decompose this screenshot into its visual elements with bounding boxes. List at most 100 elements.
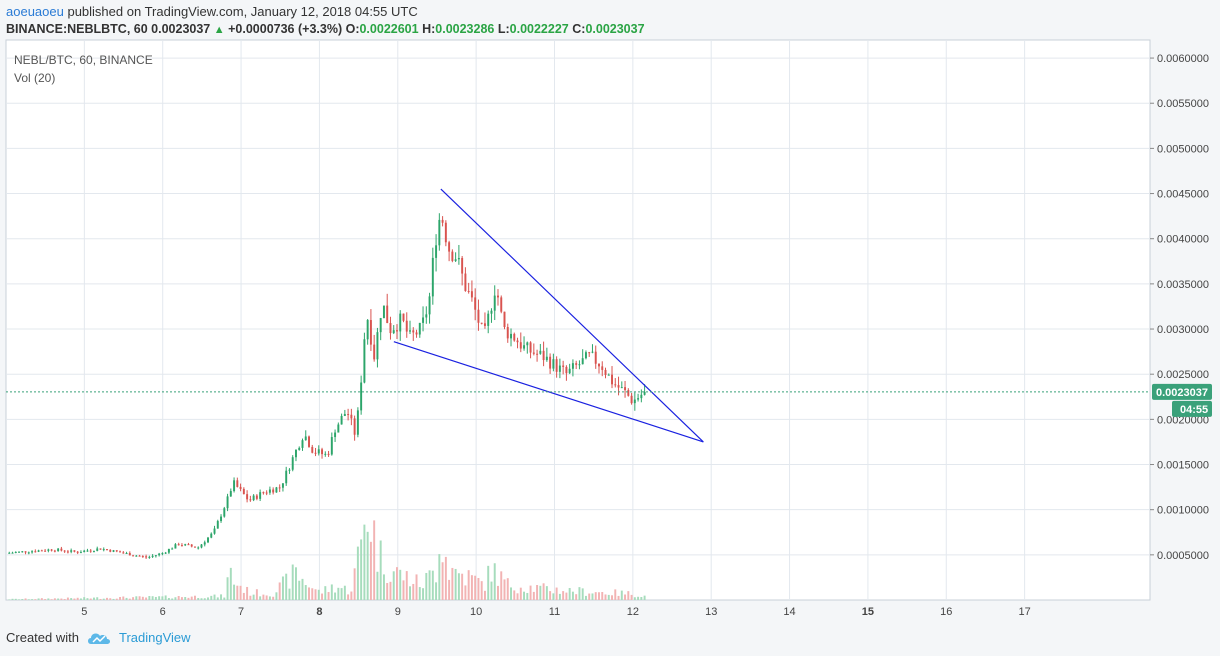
candle-body [575,363,578,365]
high-value: 0.0023286 [435,22,495,36]
chart-legend: NEBL/BTC, 60, BINANCE Vol (20) [14,53,153,85]
y-tick-label: 0.0025000 [1157,369,1209,381]
candle-body [565,366,568,374]
volume-bar [607,594,610,600]
volume-bar [598,592,600,600]
volume-bar [324,586,327,600]
candle-body [220,516,223,522]
symbol-label: BINANCE:NEBLBTC, 60 [6,22,148,36]
candle-body [14,552,17,554]
volume-bar [575,594,578,600]
last-price-label: 0.0023037 [1156,387,1208,399]
candle-body [203,542,206,545]
volume-bar [379,540,382,600]
x-tick-label: 14 [783,606,795,618]
candle-body [640,394,643,399]
trendline-lower[interactable] [393,341,704,443]
volume-bar [27,599,30,600]
author-link[interactable]: aoeuaoeu [6,4,64,19]
candle-body [109,549,112,552]
candles [8,213,646,559]
volume-bar [470,575,473,600]
volume-bar [497,585,499,600]
volume-bar [373,520,376,600]
symbol-summary-line: BINANCE:NEBLBTC, 60 0.0023037 ▲ +0.00007… [6,22,645,36]
candle-body [386,305,389,324]
volume-bar [265,595,268,600]
volume-bar [584,595,587,600]
candle-body [470,291,473,298]
candle-body [529,342,532,353]
candle-body [539,350,542,354]
open-label: O: [345,22,360,36]
volume-bar [40,598,43,600]
candle-body [99,548,102,550]
volume-bar [112,598,115,600]
volume-bar [70,598,73,600]
volume-bar [174,597,177,600]
volume-bar [207,597,209,600]
volume-bar [255,589,258,600]
candle-body [18,551,21,553]
close-value: 0.0023037 [585,22,645,36]
open-value: 0.0022601 [359,22,419,36]
volume-bar [34,599,37,600]
trendlines[interactable] [393,188,704,443]
volume-bar [252,594,255,600]
candle-body [249,499,252,501]
candle-body [262,492,265,494]
candle-body [568,368,571,374]
volume-bar [321,593,324,600]
volume-bar [8,599,11,600]
candle-body [620,387,623,389]
candle-body [83,550,86,553]
x-tick-label: 12 [627,606,639,618]
candle-body [63,550,66,552]
volume-bar [633,597,636,600]
candle-body [392,330,395,334]
candle-body [552,359,555,369]
candle-body [193,546,196,548]
candle-body [360,382,363,411]
volume-bar [158,596,161,600]
price-axis[interactable]: 0.0060000 0.0055000 0.0050000 0.0045000 0.00… [1150,53,1209,562]
candle-body [399,313,402,332]
change-value: +0.0000736 (+3.3%) [228,22,343,36]
candle-body [448,242,451,252]
time-axis[interactable]: 5 6 7 8 9 10 11 12 13 14 15 16 17 [81,606,1030,618]
volume-bar [516,593,519,600]
low-label: L: [497,22,510,36]
volume-bar [571,591,574,600]
x-tick-label: 16 [940,606,952,618]
candle-body [216,521,219,529]
volume-bar [467,570,470,600]
candle-body [487,313,490,326]
candle-body [523,345,526,349]
candle-body [402,313,405,321]
candle-body [154,555,157,557]
volume-bar [262,594,265,600]
volume-bar [106,597,108,600]
volume-bar [236,585,239,600]
volume-bar [164,595,167,600]
volume-bar [483,590,486,600]
volume-bar [425,572,428,600]
volume-bar [454,568,457,600]
publish-line: aoeuaoeu published on TradingView.com, J… [6,4,418,19]
volume-bar [363,524,366,600]
candle-body [454,259,457,261]
tradingview-brand-link[interactable]: TradingView [118,630,191,645]
volume-bar [464,585,467,600]
candle-body [506,327,509,339]
candle-body [614,384,617,386]
series-legend: NEBL/BTC, 60, BINANCE [14,53,153,67]
candle-body [493,295,496,311]
volume-bar [343,585,346,600]
candle-body [207,537,209,543]
trendline-upper[interactable] [440,188,704,443]
volume-bar [301,578,304,600]
candle-body [76,551,79,553]
volume-bar [415,574,418,600]
volume-bar [382,574,385,600]
